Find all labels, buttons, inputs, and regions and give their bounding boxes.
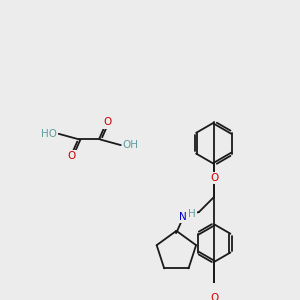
Text: O: O — [103, 118, 112, 128]
Text: HO: HO — [41, 129, 57, 139]
Text: H: H — [188, 209, 195, 219]
Text: O: O — [210, 173, 218, 183]
Text: N: N — [179, 212, 187, 222]
Text: OH: OH — [123, 140, 139, 150]
Text: O: O — [210, 293, 218, 300]
Text: O: O — [68, 152, 76, 161]
